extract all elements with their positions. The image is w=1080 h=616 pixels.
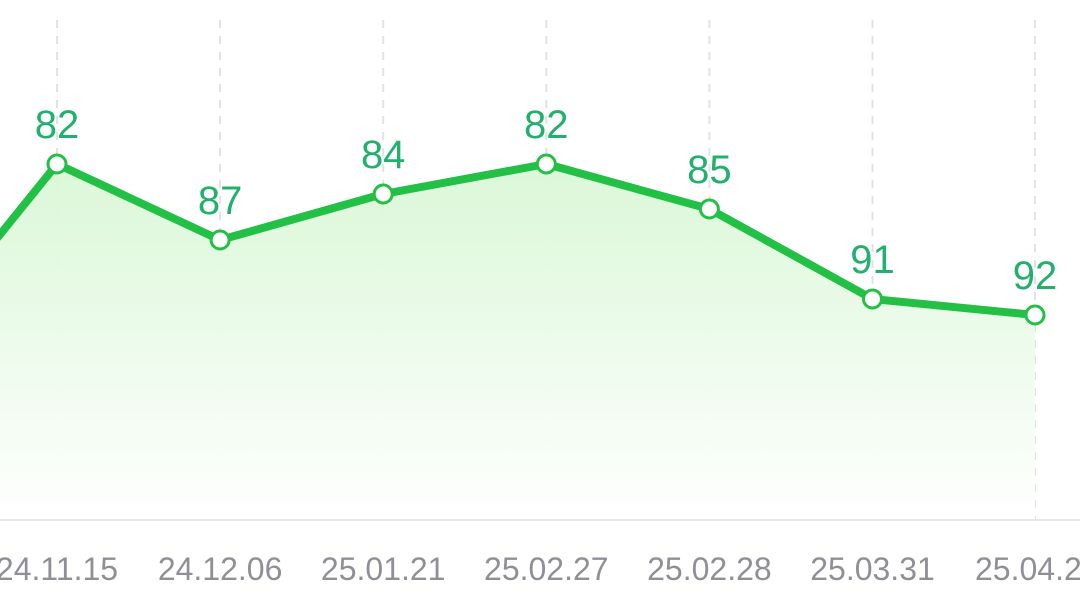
data-value-labels: 82 87 84 82 85 91 92 <box>35 103 1058 298</box>
tick-label-25.04.2: 25.04.2 <box>975 551 1080 587</box>
x-axis-tick-labels: 24.11.15 24.12.06 25.01.21 25.02.27 25.02.28… <box>0 551 1080 587</box>
area-fill <box>0 164 1035 520</box>
tick-label-25.02.28: 25.02.28 <box>647 551 772 587</box>
data-point-25.04.2 <box>1024 304 1046 326</box>
value-label-25.04.2: 92 <box>1013 254 1058 298</box>
value-label-25.01.21: 84 <box>361 133 406 177</box>
series-line-layer <box>0 160 1039 319</box>
value-label-25.03.31: 91 <box>850 238 895 282</box>
data-points <box>46 153 1046 326</box>
series-line <box>0 160 1039 319</box>
data-point-24.11.15 <box>46 153 68 175</box>
value-label-24.11.15: 82 <box>35 103 80 147</box>
tick-label-25.01.21: 25.01.21 <box>321 551 446 587</box>
data-point-25.01.21 <box>372 183 394 205</box>
data-point-25.02.27 <box>535 153 557 175</box>
tick-label-25.03.31: 25.03.31 <box>810 551 935 587</box>
value-label-25.02.28: 85 <box>687 148 732 192</box>
data-point-25.03.31 <box>862 288 883 310</box>
tick-label-25.02.27: 25.02.27 <box>484 551 609 587</box>
series-area <box>0 164 1035 520</box>
tick-label-24.12.06: 24.12.06 <box>158 551 283 587</box>
value-label-24.12.06: 87 <box>198 179 243 223</box>
tick-label-24.11.15: 24.11.15 <box>0 551 118 587</box>
value-label-25.02.27: 82 <box>524 103 569 147</box>
data-point-24.12.06 <box>209 229 231 251</box>
data-point-25.02.28 <box>698 198 720 220</box>
